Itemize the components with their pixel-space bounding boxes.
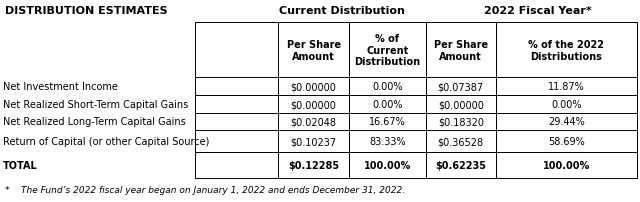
Text: Per Share
Amount: Per Share Amount (287, 40, 340, 61)
Text: % of
Current
Distribution: % of Current Distribution (354, 34, 420, 67)
Text: Per Share
Amount: Per Share Amount (434, 40, 488, 61)
Text: Return of Capital (or other Capital Source): Return of Capital (or other Capital Sour… (3, 136, 209, 146)
Text: $0.36528: $0.36528 (438, 136, 484, 146)
Text: 100.00%: 100.00% (543, 160, 590, 170)
Text: $0.00000: $0.00000 (291, 100, 337, 109)
Text: 0.00%: 0.00% (551, 100, 582, 109)
Text: Net Investment Income: Net Investment Income (3, 82, 118, 92)
Text: $0.18320: $0.18320 (438, 117, 484, 127)
Text: $0.10237: $0.10237 (291, 136, 337, 146)
Text: DISTRIBUTION ESTIMATES: DISTRIBUTION ESTIMATES (5, 6, 168, 16)
Text: 83.33%: 83.33% (369, 136, 406, 146)
Text: 16.67%: 16.67% (369, 117, 406, 127)
Text: $0.02048: $0.02048 (291, 117, 337, 127)
Text: Current Distribution: Current Distribution (280, 6, 405, 16)
Text: Net Realized Short-Term Capital Gains: Net Realized Short-Term Capital Gains (3, 100, 188, 109)
Text: 0.00%: 0.00% (372, 82, 403, 92)
Text: Net Realized Long-Term Capital Gains: Net Realized Long-Term Capital Gains (3, 117, 186, 127)
Text: $0.07387: $0.07387 (438, 82, 484, 92)
Text: $0.12285: $0.12285 (288, 160, 339, 170)
Text: $0.62235: $0.62235 (435, 160, 486, 170)
Text: % of the 2022
Distributions: % of the 2022 Distributions (529, 40, 604, 61)
Text: 58.69%: 58.69% (548, 136, 585, 146)
Text: TOTAL: TOTAL (3, 160, 38, 170)
Bar (195, 23, 637, 178)
Text: 11.87%: 11.87% (548, 82, 585, 92)
Text: *    The Fund’s 2022 fiscal year began on January 1, 2022 and ends December 31, : * The Fund’s 2022 fiscal year began on J… (5, 185, 405, 194)
Text: 0.00%: 0.00% (372, 100, 403, 109)
Text: 2022 Fiscal Year*: 2022 Fiscal Year* (484, 6, 591, 16)
Text: $0.00000: $0.00000 (291, 82, 337, 92)
Text: $0.00000: $0.00000 (438, 100, 484, 109)
Text: 29.44%: 29.44% (548, 117, 585, 127)
Text: 100.00%: 100.00% (364, 160, 411, 170)
